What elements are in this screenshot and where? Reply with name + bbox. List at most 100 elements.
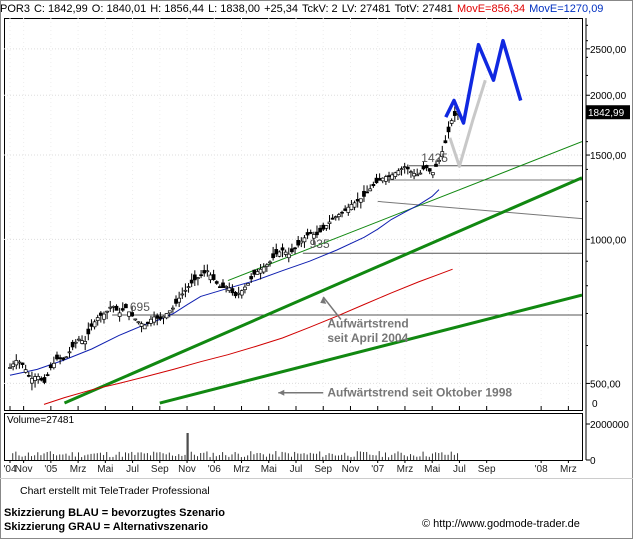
candle-body [315, 231, 319, 236]
price-panel [4, 18, 583, 411]
candle-body [171, 307, 175, 310]
moving-average-blue: MovE=1270,09 [529, 3, 604, 15]
candle-body [70, 341, 75, 348]
candle-body [421, 165, 426, 170]
candle-body [305, 232, 310, 236]
candle-body [142, 324, 147, 330]
x-tick-label: Mai [424, 464, 440, 475]
candle-body [346, 206, 351, 213]
candle-body [117, 312, 122, 317]
candle-body [415, 174, 420, 177]
volume-tick-label: 2000000 [590, 420, 629, 431]
candle-body [39, 378, 44, 381]
candle-body [271, 253, 275, 259]
candle-body [399, 168, 404, 171]
candle-body [393, 172, 398, 177]
candle-body [80, 340, 84, 344]
resistance-level [377, 200, 583, 220]
candle-body [105, 310, 109, 313]
total-volume: TotV: 27481 [394, 3, 453, 15]
annotation-label: 695 [130, 300, 150, 314]
candle-body [26, 375, 31, 377]
candle-body [337, 214, 341, 218]
candle-body [246, 283, 250, 286]
y-zero-label: 0 [592, 399, 598, 410]
candle-body [443, 140, 448, 144]
x-tick-label: Mrz [397, 464, 414, 475]
candle-body [205, 270, 210, 273]
candle-body [186, 286, 191, 288]
x-tick-label: '04 [3, 464, 16, 475]
candle-body [158, 316, 163, 320]
annotation-label: seit April 2004 [327, 331, 408, 345]
candle-body [130, 312, 135, 317]
close-value: C: 1842,99 [33, 3, 88, 15]
candle-body [202, 270, 207, 274]
candle-body [174, 298, 178, 304]
x-tick-label: Sep [314, 464, 332, 475]
candle-body [8, 367, 12, 369]
candle-body [349, 204, 354, 211]
candle-body [136, 321, 141, 324]
annotation-label: 935 [310, 237, 330, 251]
x-tick-label: Mai [97, 464, 113, 475]
candle-body [23, 369, 28, 373]
candle-body [227, 287, 232, 291]
chart-header: POR3 C: 1842,99 O: 1840,01 H: 1856,44 L: 183… [0, 0, 633, 18]
trend-line [63, 176, 582, 405]
candle-body [371, 184, 376, 187]
y-tick-label: 2500,00 [590, 45, 627, 56]
candle-body [321, 224, 326, 230]
annotation-label: 1425 [421, 151, 448, 165]
x-tick-label: Jul [126, 464, 139, 475]
y-tick-label: 1500,00 [590, 151, 627, 162]
trend-line [159, 293, 582, 405]
moving-average-red: MovE=856,34 [456, 3, 526, 15]
candle-body [55, 354, 59, 360]
candle-body [424, 165, 429, 169]
candle-body [133, 318, 138, 321]
y-tick-label: 1000,00 [590, 235, 627, 246]
annotation-label: Aufwärtstrend seit Oktober 1998 [327, 385, 512, 399]
x-tick-label: Jul [453, 464, 466, 475]
candle-body [95, 317, 100, 321]
candle-body [180, 293, 185, 296]
volume-label: Volume=27481 [7, 415, 74, 426]
candle-body [261, 266, 266, 273]
candle-body [83, 341, 88, 345]
volume-panel [4, 413, 583, 461]
candle-body [293, 247, 297, 250]
source-link[interactable]: © http://www.godmode-trader.de [422, 518, 580, 530]
candle-body [61, 357, 66, 360]
candle-body [268, 261, 272, 264]
candle-body [48, 364, 53, 369]
candle-body [189, 279, 194, 284]
candle-body [449, 120, 454, 124]
candle-body [283, 251, 288, 255]
candle-body [409, 171, 413, 174]
symbol: POR3 [0, 3, 30, 15]
candle-body [77, 338, 81, 341]
candle-body [221, 282, 225, 288]
candle-body [114, 305, 119, 311]
annotation-label: Aufwärtstrend [327, 316, 408, 330]
candle-body [368, 188, 373, 192]
candle-body [224, 286, 228, 288]
candle-body [211, 274, 216, 280]
candle-body [274, 249, 279, 255]
candle-body [324, 225, 329, 229]
x-tick-label: Mai [261, 464, 277, 475]
candle-body [330, 217, 335, 220]
candle-body [255, 271, 260, 275]
candle-body [286, 253, 291, 259]
last-volume: LV: 27481 [341, 3, 391, 15]
candle-body [390, 174, 395, 180]
candle-body [343, 208, 348, 211]
x-tick-label: '08 [535, 464, 548, 475]
candle-body [446, 126, 451, 133]
candle-body [258, 268, 263, 274]
candle-body [302, 237, 307, 243]
candle-body [208, 274, 213, 281]
candle-body [230, 288, 235, 294]
